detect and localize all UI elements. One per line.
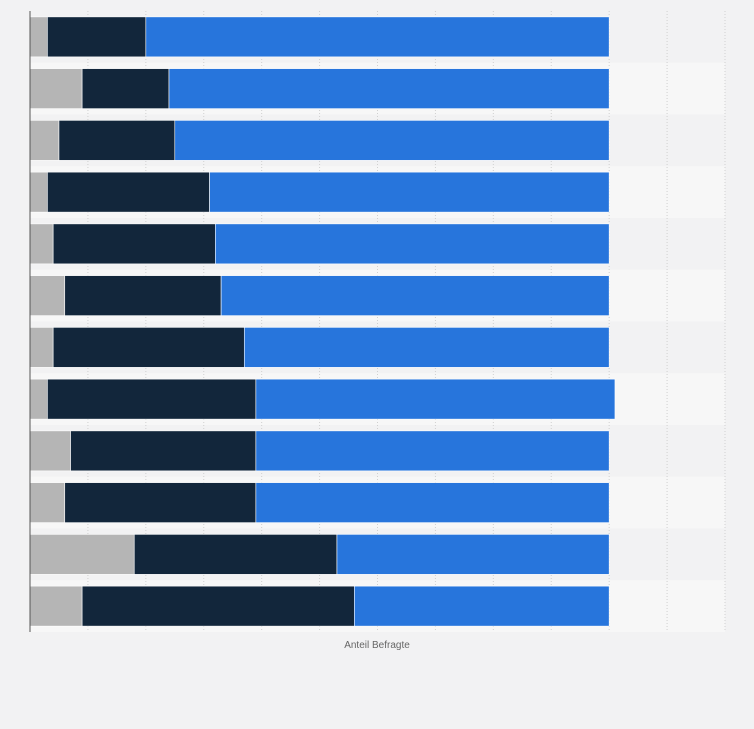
bar-segment[interactable] <box>52 223 216 265</box>
bar-segment[interactable] <box>215 223 610 265</box>
bar-segment[interactable] <box>133 534 338 575</box>
bar-segment[interactable] <box>81 585 355 627</box>
bar-segment[interactable] <box>58 120 176 161</box>
bar-segment[interactable] <box>209 171 610 213</box>
bar-segment[interactable] <box>174 120 610 161</box>
bar-segment[interactable] <box>145 16 610 58</box>
bar-segment[interactable] <box>255 482 610 523</box>
x-axis-title: Anteil Befragte <box>344 640 410 651</box>
bar-segment[interactable] <box>52 327 245 368</box>
bar-segment[interactable] <box>243 327 610 368</box>
bar-group <box>29 16 616 627</box>
bar-segment[interactable] <box>29 120 60 161</box>
bar-segment[interactable] <box>29 534 135 575</box>
bar-segment[interactable] <box>354 585 610 627</box>
bar-segment[interactable] <box>47 16 147 58</box>
bar-segment[interactable] <box>255 430 610 472</box>
bar-segment[interactable] <box>29 430 71 472</box>
bar-segment[interactable] <box>29 585 83 627</box>
bar-segment[interactable] <box>336 534 610 575</box>
bar-segment[interactable] <box>29 327 54 368</box>
bar-segment[interactable] <box>29 171 48 213</box>
bar-segment[interactable] <box>47 171 210 213</box>
bar-segment[interactable] <box>168 68 610 109</box>
bar-segment[interactable] <box>29 68 83 109</box>
bar-segment[interactable] <box>29 16 48 58</box>
bar-segment[interactable] <box>81 68 170 109</box>
bar-segment[interactable] <box>64 275 222 316</box>
bar-segment[interactable] <box>70 430 257 472</box>
bar-segment[interactable] <box>64 482 257 523</box>
bar-segment[interactable] <box>29 223 54 265</box>
bar-segment[interactable] <box>29 482 66 523</box>
bar-segment[interactable] <box>47 378 257 420</box>
bar-segment[interactable] <box>29 378 48 420</box>
bar-segment[interactable] <box>255 378 616 420</box>
bar-segment[interactable] <box>29 275 66 316</box>
bar-segment[interactable] <box>220 275 610 316</box>
